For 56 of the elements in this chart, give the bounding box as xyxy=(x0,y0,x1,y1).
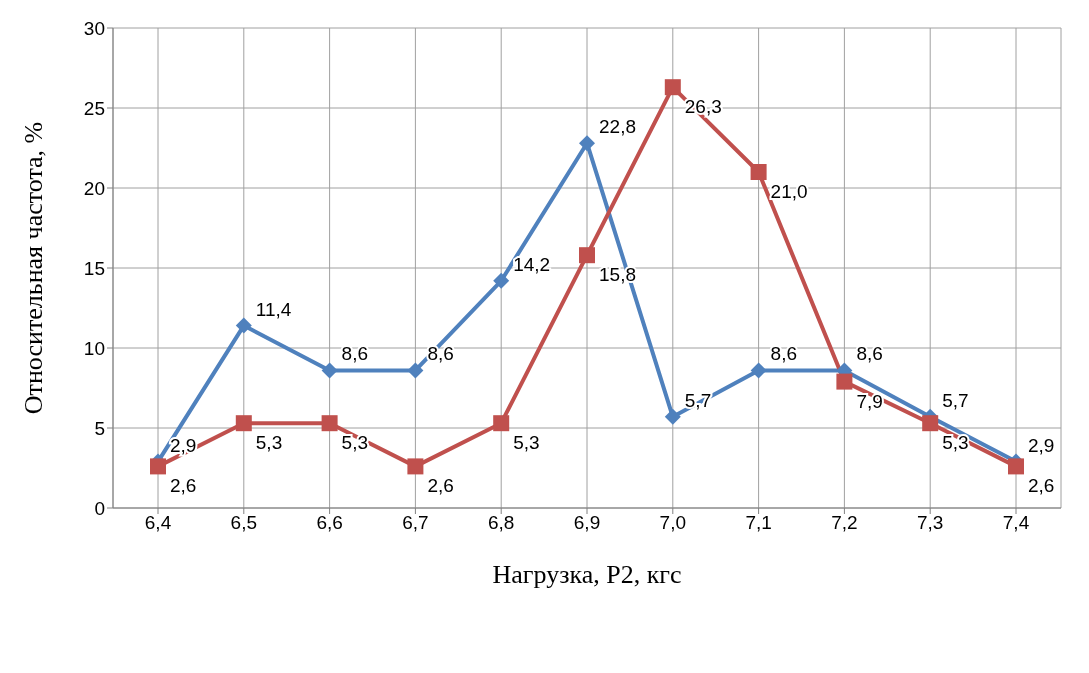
y-tick-label: 30 xyxy=(83,17,105,39)
data-label: 11,4 xyxy=(255,298,292,320)
point xyxy=(235,317,252,334)
y-tick-label: 10 xyxy=(83,337,105,359)
data-label: 2,9 xyxy=(1028,434,1055,456)
data-label: 14,2 xyxy=(513,253,551,275)
x-axis-title: Нагрузка, P2, кгс xyxy=(492,560,682,589)
x-tick-label: 6,7 xyxy=(402,512,429,534)
point xyxy=(493,272,510,289)
x-tick-label: 7,1 xyxy=(745,512,772,534)
point xyxy=(1008,458,1024,475)
data-label: 5,3 xyxy=(255,432,283,454)
data-label: 2,6 xyxy=(427,475,454,497)
x-tick-label: 6,9 xyxy=(573,512,601,534)
data-label: 21,0 xyxy=(770,181,808,202)
point xyxy=(750,362,767,379)
y-axis-title: Относительная частота, % xyxy=(19,121,49,415)
point xyxy=(235,415,252,432)
y-tick-label: 5 xyxy=(94,417,105,439)
x-tick-label: 6,4 xyxy=(144,512,172,534)
x-tick-label: 7,2 xyxy=(831,512,858,534)
data-label: 2,6 xyxy=(1028,475,1055,497)
x-tick-label: 7,4 xyxy=(1002,512,1030,534)
point xyxy=(321,415,338,432)
x-tick-label: 6,5 xyxy=(230,512,258,534)
x-tick-label: 7,0 xyxy=(659,512,687,534)
data-label: 2,6 xyxy=(170,475,197,497)
y-tick-label: 25 xyxy=(83,97,105,119)
y-tick-label: 20 xyxy=(83,177,105,199)
point xyxy=(493,415,510,432)
x-tick-label: 6,8 xyxy=(487,512,515,534)
y-tick-label: 15 xyxy=(83,257,105,279)
x-tick-label: 6,6 xyxy=(316,512,343,534)
point xyxy=(150,458,166,475)
point xyxy=(407,458,424,475)
point xyxy=(836,373,853,390)
data-label: 8,6 xyxy=(770,343,798,365)
point xyxy=(922,415,939,432)
data-label: 8,6 xyxy=(856,343,883,365)
y-tick-label: 0 xyxy=(94,497,105,519)
data-label: 8,6 xyxy=(341,343,369,365)
data-label: 22,8 xyxy=(599,116,636,138)
data-label: 5,3 xyxy=(341,432,369,454)
x-tick-label: 7,3 xyxy=(916,512,944,534)
data-label: 7,9 xyxy=(856,390,883,412)
point xyxy=(664,79,681,96)
point xyxy=(407,362,424,379)
point xyxy=(579,247,595,264)
point xyxy=(750,164,767,180)
data-label: 5,3 xyxy=(942,432,969,454)
point xyxy=(579,135,595,152)
point xyxy=(321,362,338,379)
point xyxy=(664,408,681,425)
data-label: 2,9 xyxy=(170,434,197,456)
data-label: 5,7 xyxy=(942,389,969,411)
data-label: 5,3 xyxy=(513,432,540,454)
